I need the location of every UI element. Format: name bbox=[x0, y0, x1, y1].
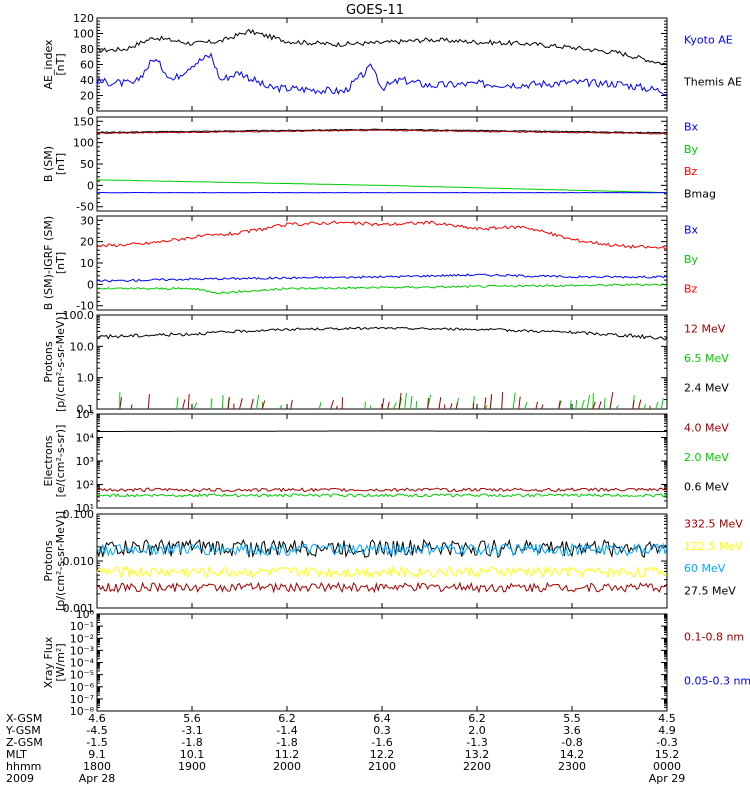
x-axis-row-label: 2009 bbox=[6, 772, 34, 785]
legend-item: 60 MeV bbox=[684, 562, 726, 575]
x-axis-value: 2100 bbox=[368, 760, 396, 773]
y-tick-label: 10⁰ bbox=[76, 608, 95, 621]
data-series bbox=[97, 284, 667, 294]
x-axis-value: 2000 bbox=[273, 760, 301, 773]
panel-frame bbox=[97, 315, 667, 409]
y-tick-label: 120 bbox=[73, 12, 94, 25]
y-tick-label: 1.0 bbox=[77, 372, 95, 385]
legend-item: 0.05-0.3 nm bbox=[684, 675, 750, 688]
legend-item: 0.1-0.8 nm bbox=[684, 630, 744, 643]
data-series bbox=[97, 583, 667, 592]
y-tick-label: 10⁻³ bbox=[70, 644, 94, 657]
y-tick-label: 10³ bbox=[76, 455, 94, 468]
y-axis-label: [p/(cm²-s-sr-MeV)] bbox=[54, 511, 67, 611]
plot-title: GOES-11 bbox=[346, 3, 404, 18]
y-tick-label: 20 bbox=[80, 90, 94, 103]
y-tick-label: 10⁻⁶ bbox=[70, 681, 95, 694]
y-tick-label: 10⁻⁴ bbox=[70, 657, 95, 670]
data-series bbox=[97, 221, 667, 250]
y-axis-label: [nT] bbox=[54, 153, 67, 175]
legend-item: Bx bbox=[684, 120, 699, 133]
legend-item: Bz bbox=[684, 165, 698, 178]
legend-item: Bx bbox=[684, 224, 699, 237]
data-series bbox=[120, 392, 664, 409]
y-tick-label: 30 bbox=[80, 214, 94, 227]
y-axis-label: [e/(cm²-s-sr)] bbox=[54, 425, 67, 498]
legend-item: 27.5 MeV bbox=[684, 585, 736, 598]
x-axis-table: X-GSMY-GSMZ-GSMMLThhmm20094.6-4.5-1.59.1… bbox=[5, 712, 685, 785]
legend-item: 6.5 MeV bbox=[684, 352, 729, 365]
y-tick-label: 0.100 bbox=[63, 508, 95, 521]
x-axis-value: 2200 bbox=[463, 760, 491, 773]
data-series bbox=[97, 431, 667, 432]
y-tick-label: 10⁻⁵ bbox=[70, 669, 94, 682]
x-axis-value: Apr 29 bbox=[649, 772, 686, 785]
y-tick-label: 0 bbox=[87, 278, 94, 291]
y-axis-label: [nT] bbox=[54, 252, 67, 274]
panel-frame bbox=[97, 18, 667, 111]
y-tick-label: 10⁴ bbox=[76, 432, 95, 445]
y-tick-label: 10⁻⁷ bbox=[70, 693, 94, 706]
panel-6: 0.0010.0100.100Protons[p/(cm²-s-sr-MeV)]… bbox=[42, 508, 743, 615]
y-tick-label: 80 bbox=[80, 43, 94, 56]
panel-4: 0.11.010.0100.0Protons[p/(cm²-s-sr-MeV)]… bbox=[42, 309, 729, 416]
legend-item: Themis AE bbox=[683, 76, 742, 89]
y-tick-label: 10⁻¹ bbox=[70, 620, 94, 633]
data-series bbox=[97, 567, 667, 577]
y-tick-label: 0 bbox=[87, 179, 94, 192]
y-tick-label: 10² bbox=[76, 479, 94, 492]
legend-item: By bbox=[684, 253, 699, 266]
y-tick-label: 100 bbox=[73, 137, 94, 150]
data-series bbox=[97, 180, 667, 193]
y-axis-label: [nT] bbox=[54, 53, 67, 75]
y-tick-label: 100.0 bbox=[63, 309, 95, 322]
y-tick-label: 10⁻² bbox=[70, 632, 94, 645]
data-series bbox=[97, 488, 667, 491]
y-tick-label: 150 bbox=[73, 115, 94, 128]
data-series bbox=[97, 30, 667, 65]
legend-item: 2.4 MeV bbox=[684, 381, 729, 394]
legend-item: 2.0 MeV bbox=[684, 451, 729, 464]
legend-item: 12 MeV bbox=[684, 323, 726, 336]
panel-5: 10¹10²10³10⁴10⁵Electrons[e/(cm²-s-sr)]4.… bbox=[42, 408, 729, 515]
legend-item: Bz bbox=[684, 282, 698, 295]
x-axis-value: 1900 bbox=[178, 760, 206, 773]
x-axis-value: Apr 28 bbox=[79, 772, 116, 785]
legend-item: 332.5 MeV bbox=[684, 517, 743, 530]
y-tick-label: 10.0 bbox=[70, 340, 95, 353]
legend-item: 4.0 MeV bbox=[684, 422, 729, 435]
y-tick-label: 10⁵ bbox=[76, 408, 94, 421]
data-series bbox=[97, 540, 667, 557]
legend-item: Bmag bbox=[684, 188, 716, 201]
y-tick-label: 20 bbox=[80, 236, 94, 249]
legend-item: 0.6 MeV bbox=[684, 480, 729, 493]
y-axis-label: [p/(cm²-s-sr-MeV)] bbox=[54, 312, 67, 412]
y-tick-label: -50 bbox=[76, 201, 94, 214]
y-tick-label: 40 bbox=[80, 74, 94, 87]
legend-item: 122.5 MeV bbox=[684, 540, 743, 553]
x-axis-value: 2300 bbox=[558, 760, 586, 773]
panel-frame bbox=[97, 216, 667, 310]
legend-item: Kyoto AE bbox=[684, 33, 733, 46]
data-series bbox=[97, 327, 667, 340]
data-series bbox=[97, 494, 667, 497]
y-tick-label: 100 bbox=[73, 28, 94, 41]
data-series bbox=[97, 274, 667, 282]
y-axis-label: [W/m²] bbox=[54, 643, 67, 681]
data-series bbox=[97, 54, 667, 95]
panel-frame bbox=[97, 514, 667, 608]
y-tick-label: 10 bbox=[80, 257, 94, 270]
legend-item: By bbox=[684, 143, 699, 156]
y-tick-label: 50 bbox=[80, 158, 94, 171]
y-tick-label: 0.010 bbox=[63, 555, 95, 568]
panel-frame bbox=[97, 614, 667, 711]
panel-7: 10⁻⁸10⁻⁷10⁻⁶10⁻⁵10⁻⁴10⁻³10⁻²10⁻¹10⁰Xray … bbox=[42, 608, 750, 718]
y-tick-label: 60 bbox=[80, 59, 94, 72]
